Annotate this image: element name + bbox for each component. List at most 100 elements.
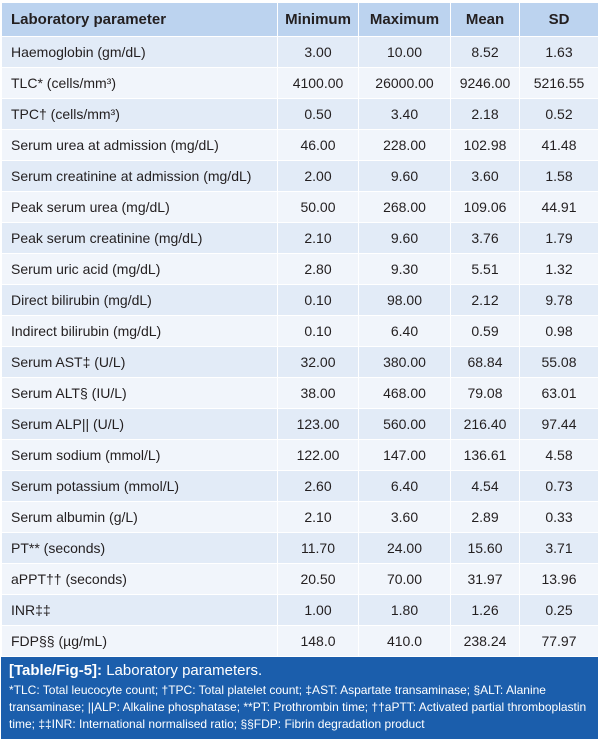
caption-title-line: [Table/Fig-5]: Laboratory parameters. <box>9 661 590 681</box>
cell-mean: 0.59 <box>450 315 520 347</box>
cell-minimum: 123.00 <box>277 408 359 440</box>
column-header-sd: SD <box>519 2 599 37</box>
cell-parameter: Indirect bilirubin (mg/dL) <box>1 315 278 347</box>
table-body: Haemoglobin (gm/dL) 3.00 10.00 8.52 1.63 TLC*… <box>1 36 599 657</box>
caption-footnote: *TLC: Total leucocyte count; †TPC: Total… <box>9 683 587 731</box>
cell-mean: 8.52 <box>450 36 520 68</box>
cell-parameter: Peak serum creatinine (mg/dL) <box>1 222 278 254</box>
cell-mean: 31.97 <box>450 563 520 595</box>
cell-maximum: 70.00 <box>358 563 451 595</box>
cell-minimum: 0.10 <box>277 284 359 316</box>
cell-parameter: Direct bilirubin (mg/dL) <box>1 284 278 316</box>
cell-parameter: TPC† (cells/mm³) <box>1 98 278 130</box>
cell-minimum: 2.80 <box>277 253 359 285</box>
cell-minimum: 32.00 <box>277 346 359 378</box>
cell-mean: 4.54 <box>450 470 520 502</box>
cell-minimum: 1.00 <box>277 594 359 626</box>
cell-maximum: 98.00 <box>358 284 451 316</box>
cell-sd: 55.08 <box>519 346 599 378</box>
column-header-minimum: Minimum <box>277 2 359 37</box>
cell-parameter: Haemoglobin (gm/dL) <box>1 36 278 68</box>
cell-mean: 15.60 <box>450 532 520 564</box>
cell-sd: 0.73 <box>519 470 599 502</box>
table-row: PT** (seconds) 11.70 24.00 15.60 3.71 <box>1 532 599 564</box>
table-row: TLC* (cells/mm³) 4100.00 26000.00 9246.00 52… <box>1 67 599 99</box>
cell-maximum: 268.00 <box>358 191 451 223</box>
caption-label: [Table/Fig-5]: <box>9 662 103 679</box>
table-row: Haemoglobin (gm/dL) 3.00 10.00 8.52 1.63 <box>1 36 599 68</box>
cell-parameter: Serum albumin (g/L) <box>1 501 278 533</box>
cell-mean: 5.51 <box>450 253 520 285</box>
lab-parameters-table: Laboratory parameter Minimum Maximum Mea… <box>1 2 599 657</box>
column-header-mean: Mean <box>450 2 520 37</box>
cell-parameter: Serum potassium (mmol/L) <box>1 470 278 502</box>
cell-parameter: TLC* (cells/mm³) <box>1 67 278 99</box>
caption-title: Laboratory parameters. <box>102 662 263 679</box>
cell-maximum: 228.00 <box>358 129 451 161</box>
cell-mean: 2.12 <box>450 284 520 316</box>
cell-mean: 1.26 <box>450 594 520 626</box>
cell-maximum: 10.00 <box>358 36 451 68</box>
cell-maximum: 410.0 <box>358 625 451 657</box>
cell-sd: 77.97 <box>519 625 599 657</box>
table-row: aPPT†† (seconds) 20.50 70.00 31.97 13.96 <box>1 563 599 595</box>
cell-parameter: Serum sodium (mmol/L) <box>1 439 278 471</box>
cell-minimum: 122.00 <box>277 439 359 471</box>
cell-maximum: 147.00 <box>358 439 451 471</box>
cell-maximum: 6.40 <box>358 470 451 502</box>
cell-minimum: 11.70 <box>277 532 359 564</box>
cell-mean: 2.18 <box>450 98 520 130</box>
cell-minimum: 20.50 <box>277 563 359 595</box>
table-row: INR‡‡ 1.00 1.80 1.26 0.25 <box>1 594 599 626</box>
cell-maximum: 1.80 <box>358 594 451 626</box>
cell-mean: 9246.00 <box>450 67 520 99</box>
cell-sd: 1.58 <box>519 160 599 192</box>
cell-sd: 3.71 <box>519 532 599 564</box>
cell-maximum: 380.00 <box>358 346 451 378</box>
cell-minimum: 3.00 <box>277 36 359 68</box>
cell-sd: 1.32 <box>519 253 599 285</box>
cell-minimum: 2.10 <box>277 222 359 254</box>
cell-minimum: 46.00 <box>277 129 359 161</box>
cell-sd: 97.44 <box>519 408 599 440</box>
cell-sd: 0.33 <box>519 501 599 533</box>
table-row: Direct bilirubin (mg/dL) 0.10 98.00 2.12 9.7… <box>1 284 599 316</box>
cell-minimum: 2.60 <box>277 470 359 502</box>
cell-mean: 68.84 <box>450 346 520 378</box>
cell-parameter: Serum urea at admission (mg/dL) <box>1 129 278 161</box>
table-row: FDP§§ (µg/mL) 148.0 410.0 238.24 77.97 <box>1 625 599 657</box>
cell-parameter: PT** (seconds) <box>1 532 278 564</box>
cell-parameter: Serum AST‡ (U/L) <box>1 346 278 378</box>
cell-maximum: 9.60 <box>358 222 451 254</box>
table-row: Serum sodium (mmol/L) 122.00 147.00 136.61 4… <box>1 439 599 471</box>
cell-parameter: FDP§§ (µg/mL) <box>1 625 278 657</box>
cell-maximum: 26000.00 <box>358 67 451 99</box>
cell-minimum: 38.00 <box>277 377 359 409</box>
table-row: Serum AST‡ (U/L) 32.00 380.00 68.84 55.08 <box>1 346 599 378</box>
cell-sd: 44.91 <box>519 191 599 223</box>
cell-maximum: 3.40 <box>358 98 451 130</box>
table-row: Peak serum creatinine (mg/dL) 2.10 9.60 3.7… <box>1 222 599 254</box>
cell-sd: 63.01 <box>519 377 599 409</box>
cell-sd: 41.48 <box>519 129 599 161</box>
cell-maximum: 9.30 <box>358 253 451 285</box>
cell-maximum: 9.60 <box>358 160 451 192</box>
cell-mean: 3.76 <box>450 222 520 254</box>
cell-minimum: 2.00 <box>277 160 359 192</box>
cell-minimum: 2.10 <box>277 501 359 533</box>
cell-parameter: Serum creatinine at admission (mg/dL) <box>1 160 278 192</box>
cell-sd: 4.58 <box>519 439 599 471</box>
cell-parameter: Serum uric acid (mg/dL) <box>1 253 278 285</box>
cell-mean: 102.98 <box>450 129 520 161</box>
cell-parameter: aPPT†† (seconds) <box>1 563 278 595</box>
cell-sd: 0.25 <box>519 594 599 626</box>
table-row: Serum urea at admission (mg/dL) 46.00 228.… <box>1 129 599 161</box>
cell-parameter: Peak serum urea (mg/dL) <box>1 191 278 223</box>
cell-maximum: 3.60 <box>358 501 451 533</box>
cell-mean: 136.61 <box>450 439 520 471</box>
cell-maximum: 24.00 <box>358 532 451 564</box>
column-header-maximum: Maximum <box>358 2 451 37</box>
cell-minimum: 50.00 <box>277 191 359 223</box>
cell-minimum: 4100.00 <box>277 67 359 99</box>
